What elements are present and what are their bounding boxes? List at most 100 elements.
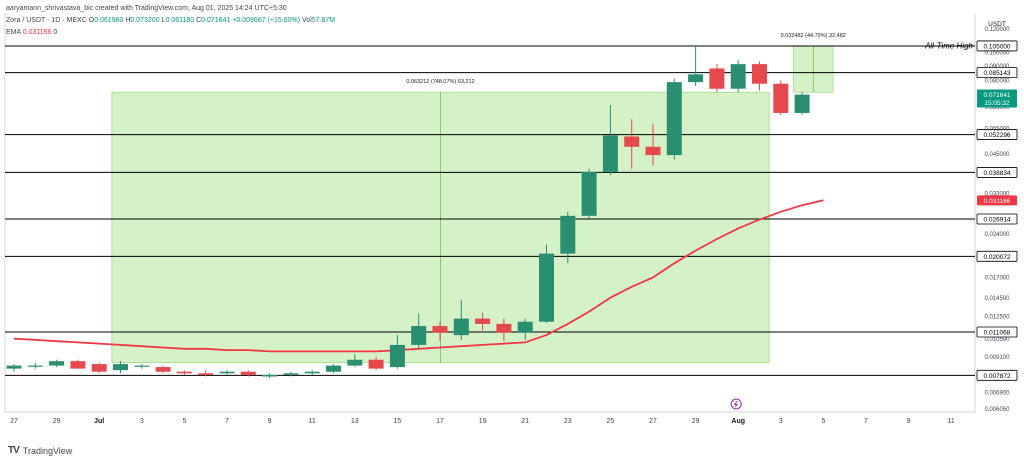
x-tick-label: 5 xyxy=(182,418,186,425)
level-label-8: 0.007872 xyxy=(983,373,1010,380)
candle-body xyxy=(709,68,725,89)
x-tick-label: 29 xyxy=(53,418,61,425)
level-badge-5 xyxy=(976,213,1018,225)
low-value: 0.061180 xyxy=(165,17,195,24)
candle-body xyxy=(773,83,789,113)
candle-body xyxy=(560,215,576,254)
level-badge-4 xyxy=(976,167,1018,178)
candle-body xyxy=(70,361,86,369)
y-tick-label: 0.012500 xyxy=(984,315,1010,321)
candle-body xyxy=(794,94,810,113)
price-badge-label-1: 0.071641 xyxy=(983,92,1010,99)
candle-body xyxy=(219,371,235,374)
x-tick-label: 25 xyxy=(607,418,615,425)
candle-body xyxy=(240,371,256,375)
candle-body xyxy=(198,373,214,375)
open-value: 0.061980 xyxy=(94,17,124,24)
candle-body xyxy=(432,326,448,333)
candle-body xyxy=(539,253,554,322)
candle-body xyxy=(453,318,469,336)
candle-body xyxy=(6,365,22,369)
candle-body xyxy=(27,365,43,367)
x-tick-label: 23 xyxy=(564,418,572,425)
y-tick-label: 0.033000 xyxy=(984,191,1010,197)
y-tick-label: 0.014500 xyxy=(984,296,1010,302)
candle-body xyxy=(283,373,299,375)
currency-label: USDT xyxy=(988,21,1006,28)
x-tick-label: 11 xyxy=(948,418,955,425)
candle-body xyxy=(688,74,704,83)
volume-label: Vol xyxy=(302,17,312,24)
x-tick-label: 9 xyxy=(907,418,911,425)
level-badge-7 xyxy=(976,326,1018,338)
candle-body xyxy=(645,146,661,156)
x-tick-label: Aug xyxy=(731,418,745,425)
level-badge-1 xyxy=(976,40,1018,52)
candle-body xyxy=(326,365,341,372)
candle-body xyxy=(155,367,171,372)
candle-body xyxy=(411,326,427,345)
level-label-1: 0.105000 xyxy=(983,43,1010,50)
level-badge-3 xyxy=(976,129,1018,140)
candle-body xyxy=(496,323,512,333)
candle-body xyxy=(176,371,192,374)
brand-label: TradingView xyxy=(22,445,73,456)
candle-body xyxy=(134,365,150,367)
low-label: L xyxy=(161,17,166,24)
x-tick-label: 9 xyxy=(268,418,272,425)
symbol-title[interactable]: Zora / USDT · 1D · MEXC xyxy=(6,17,87,24)
candle-body xyxy=(91,364,107,372)
candle-body xyxy=(624,136,640,147)
y-tick-label: 0.017000 xyxy=(984,276,1010,282)
measure-label-1: 0.063212 (748.07%) 63,212 xyxy=(406,79,474,85)
x-tick-label: 11 xyxy=(309,418,316,425)
price-badge-sub-1: 15:05:32 xyxy=(984,100,1010,107)
change-value: +0.009667 (+15.60%) xyxy=(232,17,301,24)
level-label-4: 0.038834 xyxy=(983,170,1010,177)
level-label-3: 0.052296 xyxy=(983,132,1010,139)
y-tick-label: 0.100000 xyxy=(984,50,1010,56)
x-tick-label: 27 xyxy=(649,418,657,425)
ema-legend: EMA 0.031166 0 xyxy=(6,27,335,39)
candle-body xyxy=(49,361,65,366)
candle-body xyxy=(475,318,491,324)
open-label: O xyxy=(88,17,95,24)
ema-extra: 0 xyxy=(53,29,58,36)
candle-body xyxy=(517,321,533,333)
level-label-7: 0.011068 xyxy=(984,330,1011,337)
x-tick-label: 5 xyxy=(821,418,825,425)
level-badge-6 xyxy=(976,250,1018,262)
y-tick-label: 0.080000 xyxy=(984,79,1010,85)
candle-body xyxy=(368,359,384,369)
x-tick-label: 27 xyxy=(10,418,18,425)
x-tick-label: 29 xyxy=(692,418,700,425)
ema-label[interactable]: EMA xyxy=(6,29,21,36)
attribution: aaryamann_shrivastava_bic created with T… xyxy=(6,5,287,12)
x-tick-label: 7 xyxy=(864,418,868,425)
high-label: H xyxy=(125,17,131,24)
ema-line xyxy=(13,199,824,353)
level-label-6: 0.020072 xyxy=(983,254,1010,261)
chart-header: aaryamann_shrivastava_bic created with T… xyxy=(6,3,335,39)
x-tick-label: 13 xyxy=(351,418,359,425)
price-badge-2 xyxy=(977,195,1017,206)
level-note-1: All-Time High xyxy=(924,41,973,50)
level-label-2: 0.085143 xyxy=(983,70,1010,77)
close-value: 0.071641 xyxy=(201,17,231,24)
level-label-5: 0.026914 xyxy=(983,217,1010,224)
level-badge-8 xyxy=(976,369,1018,381)
measure-label-2: 0.032482 (44.79%) 32,482 xyxy=(781,33,846,39)
y-tick-label: 0.045000 xyxy=(984,152,1010,158)
level-badge-2 xyxy=(976,67,1018,79)
x-tick-label: 21 xyxy=(521,418,529,425)
candle-body xyxy=(262,374,278,377)
x-tick-label: 3 xyxy=(779,418,783,425)
candle-body xyxy=(666,82,682,156)
x-tick-label: 7 xyxy=(225,418,229,425)
candle-body xyxy=(730,64,746,89)
x-tick-label: 19 xyxy=(479,418,487,425)
price-badge-label-2: 0.031166 xyxy=(984,198,1011,205)
y-tick-label: 0.006050 xyxy=(984,407,1010,413)
y-tick-label: 0.065000 xyxy=(984,105,1010,111)
